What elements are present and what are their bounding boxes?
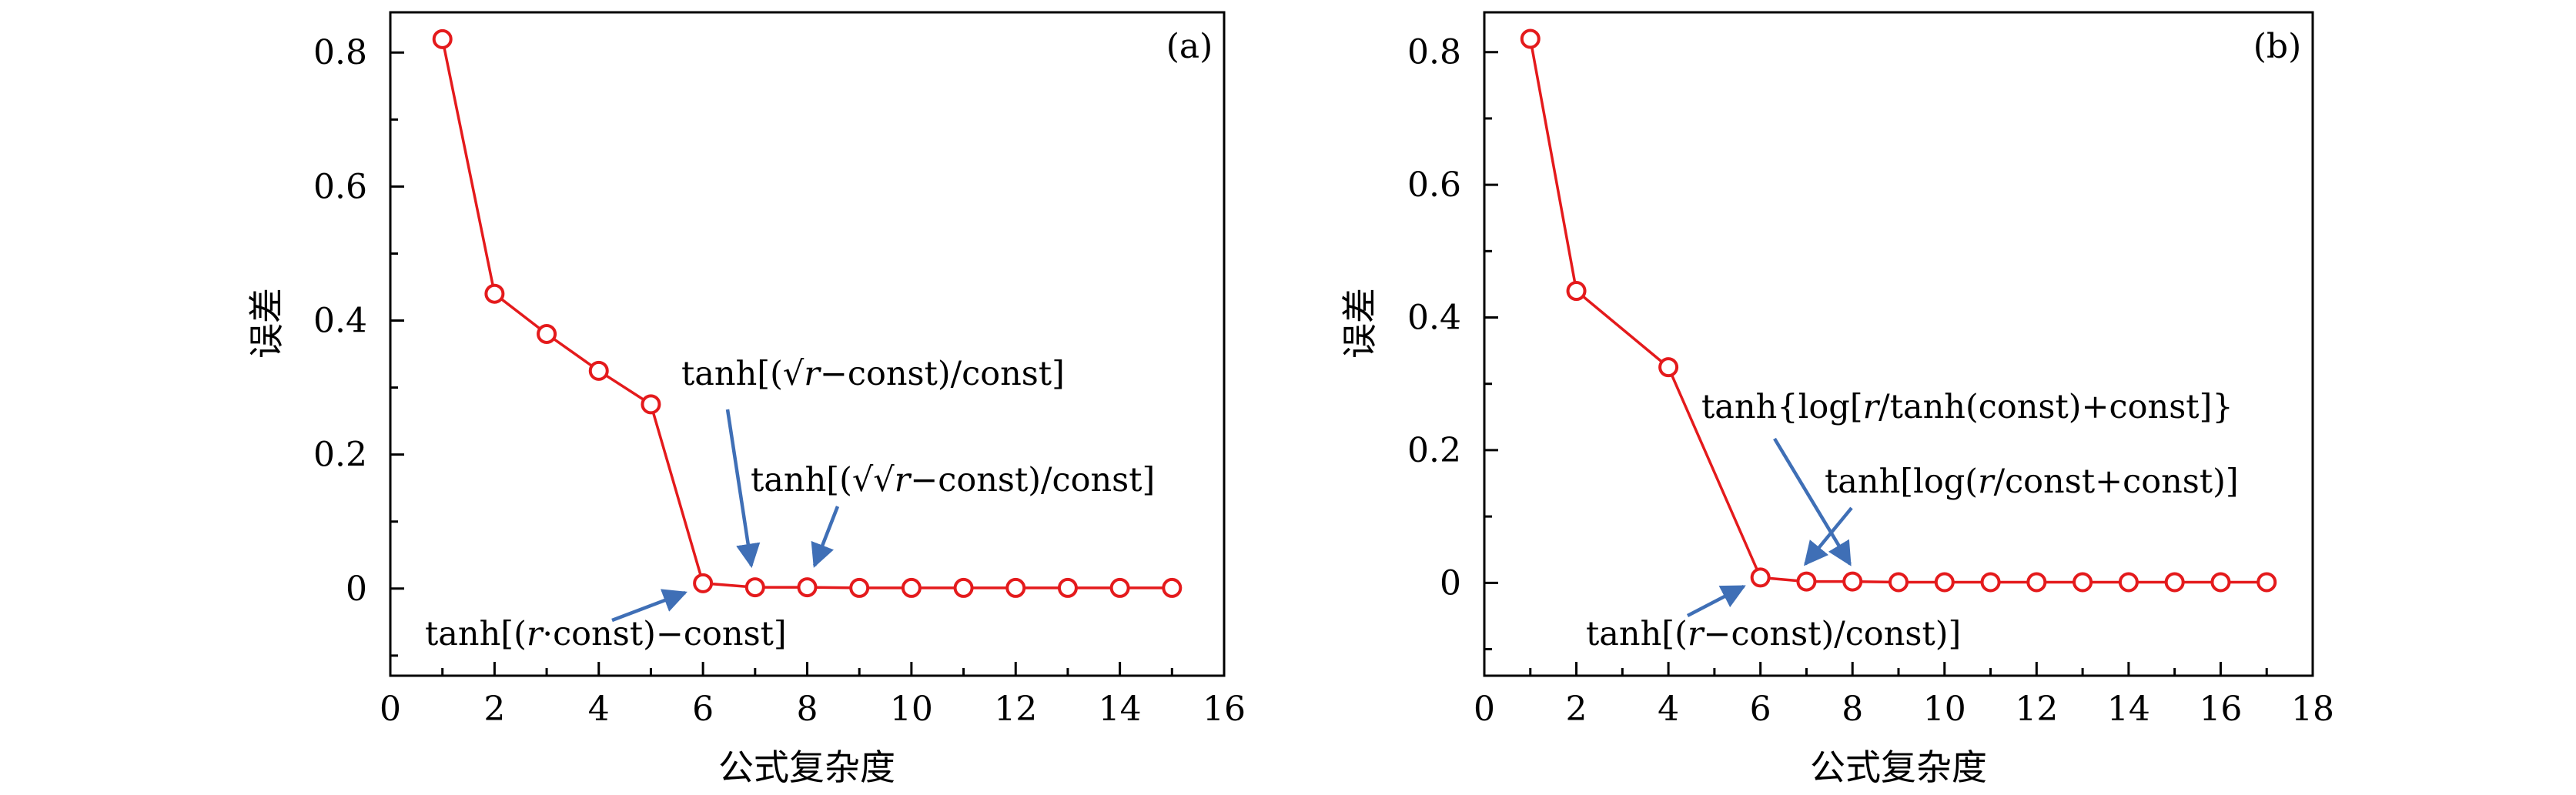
annotation-log-r-const: tanh[log(r/const+const)] (1825, 463, 2239, 501)
arrow-to-point-6-b (1686, 585, 1746, 617)
x-tick-label-a: 14 (1099, 690, 1142, 729)
x-axis-label-a: 公式复杂度 (718, 747, 895, 788)
x-tick-label-b: 14 (2107, 690, 2150, 729)
data-point-b (2164, 572, 2185, 593)
x-tick-label-a: 0 (380, 690, 401, 729)
data-point-b (2026, 572, 2047, 593)
data-point-a (641, 394, 661, 415)
data-point-a (797, 577, 818, 598)
data-point-b (1566, 281, 1587, 302)
data-point-a (849, 577, 870, 598)
data-point-b (2210, 572, 2231, 593)
annotation-log-tanh: tanh{log[r/tanh(const)+const]} (1701, 388, 2233, 426)
y-tick-labels-b: 0 0.2 0.4 0.6 0.8 (1407, 33, 1461, 603)
x-tick-label-b: 12 (2015, 690, 2058, 729)
annotation-r-minus-const: tanh[(r−const)/const)] (1586, 615, 1961, 653)
tick-marks-b (1483, 51, 2314, 676)
panel-label-a: (a) (1166, 27, 1213, 66)
x-tick-label-b: 16 (2199, 690, 2242, 729)
panel-label-b: (b) (2253, 27, 2302, 66)
x-tick-label-b: 10 (1923, 690, 1966, 729)
y-tick-label-a: 0.8 (313, 33, 367, 72)
y-tick-label-b: 0.8 (1407, 33, 1461, 72)
data-point-b (1889, 572, 1909, 593)
x-tick-label-a: 12 (994, 690, 1037, 729)
data-point-b (1520, 28, 1541, 49)
data-point-a (537, 323, 557, 344)
x-tick-labels-a: 0 2 4 6 8 10 12 14 16 (380, 690, 1246, 729)
y-tick-labels-a: 0 0.2 0.4 0.6 0.8 (313, 33, 367, 609)
data-point-a (588, 360, 609, 381)
data-point-b (1934, 572, 1955, 593)
data-point-a (1057, 577, 1078, 598)
data-points-a (432, 28, 1183, 598)
data-point-a (1109, 577, 1130, 598)
x-tick-label-a: 6 (692, 690, 714, 729)
tick-marks-a (389, 51, 1226, 676)
data-point-b (1750, 567, 1771, 588)
arrow-to-point-8-a (811, 506, 840, 568)
annotation-sqrt-r: tanh[(√r−const)/const] (681, 355, 1065, 393)
x-tick-label-b: 4 (1658, 690, 1679, 729)
x-tick-label-b: 2 (1566, 690, 1587, 729)
x-tick-label-a: 16 (1203, 690, 1246, 729)
y-tick-label-b: 0.6 (1407, 165, 1461, 205)
data-points-b (1520, 28, 2277, 593)
chart-panel-b: 0 2 4 6 8 10 12 14 16 18 00.20.40.60.8 (b) 公式复杂度 … (1339, 11, 2334, 788)
y-tick-label-a: 0 (346, 570, 367, 609)
y-tick-label-b: 0.2 (1407, 431, 1461, 470)
data-point-b (1842, 571, 1863, 592)
y-tick-label-b: 0 (1440, 563, 1461, 603)
data-point-b (2257, 572, 2277, 593)
annotation-sqrt-sqrt-r: tanh[(√√r−const)/const] (751, 461, 1155, 499)
arrow-to-point-8-b (1773, 437, 1852, 566)
data-point-a (744, 577, 765, 598)
data-point-a (432, 28, 453, 49)
data-point-a (901, 577, 922, 598)
x-tick-label-b: 6 (1750, 690, 1771, 729)
y-axis-label-a: 误差 (246, 288, 287, 359)
y-tick-label-a: 0.4 (313, 302, 367, 341)
data-point-b (1658, 357, 1679, 378)
data-point-b (2073, 572, 2093, 593)
data-point-a (1162, 577, 1183, 598)
x-tick-labels-b: 0 2 4 6 8 10 12 14 16 18 (1474, 690, 2334, 729)
annotation-r-times-const: tanh[(r·const)−const] (425, 615, 787, 653)
x-tick-label-a: 2 (483, 690, 505, 729)
y-tick-label-b: 0.4 (1407, 299, 1461, 338)
y-tick-label-a: 0.2 (313, 436, 367, 475)
x-tick-label-a: 4 (588, 690, 610, 729)
data-point-a (1005, 577, 1026, 598)
data-point-a (693, 573, 714, 593)
plot-frame-a (389, 11, 1226, 677)
chart-panel-a: 0 2 4 6 8 10 12 14 16 0 0.2 0.4 0.6 0.8 (a) 公式复杂度 误差… (246, 11, 1246, 788)
arrow-to-point-6-a (611, 589, 687, 623)
x-tick-label-b: 8 (1842, 690, 1863, 729)
series-line-a (440, 38, 1173, 590)
data-point-b (1980, 572, 2001, 593)
data-point-a (953, 577, 974, 598)
x-tick-label-a: 10 (890, 690, 933, 729)
y-axis-label-b: 误差 (1339, 288, 1380, 359)
x-tick-label-b: 0 (1474, 690, 1495, 729)
data-point-a (484, 283, 505, 304)
arrow-to-point-7-a (725, 409, 761, 569)
data-point-b (1796, 571, 1817, 592)
data-point-b (2118, 572, 2139, 593)
x-tick-label-b: 18 (2291, 690, 2334, 729)
x-axis-label-b: 公式复杂度 (1810, 747, 1987, 788)
x-tick-label-a: 8 (797, 690, 818, 729)
y-tick-label-a: 0.6 (313, 167, 367, 206)
arrow-to-point-7-b (1803, 506, 1853, 566)
